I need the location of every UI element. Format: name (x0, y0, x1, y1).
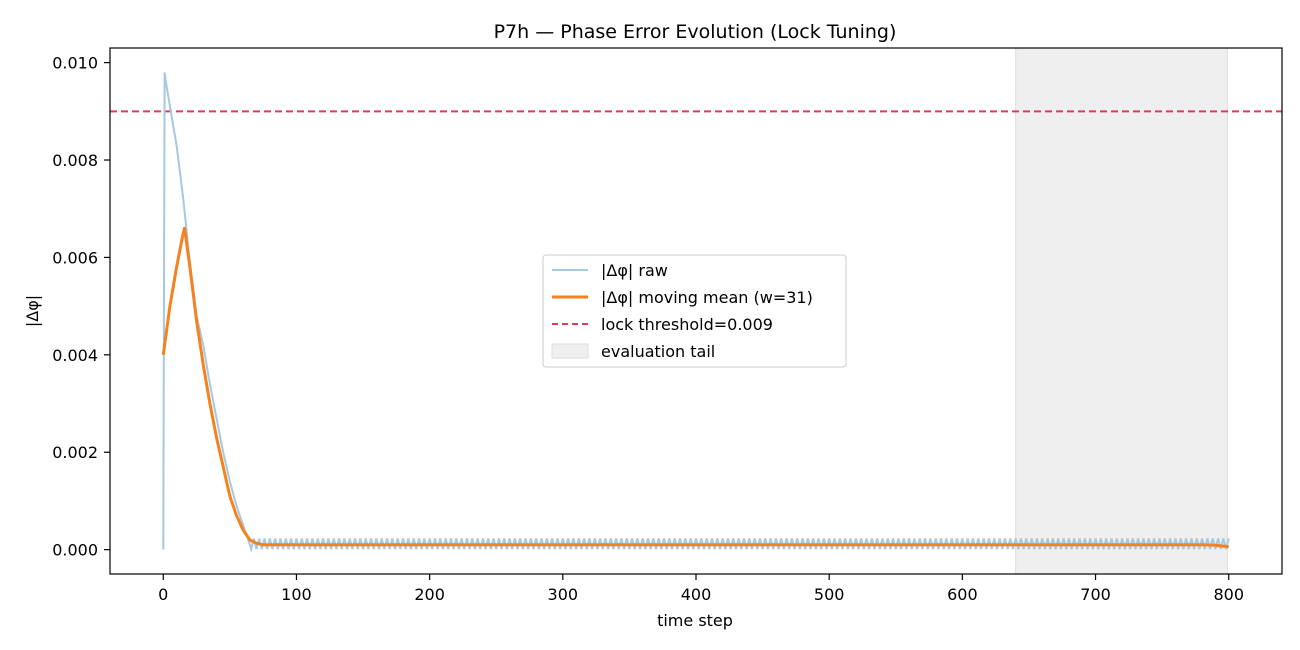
evaluation-tail-region (1015, 47, 1228, 575)
legend-label: evaluation tail (601, 342, 715, 361)
legend-swatch (551, 343, 589, 359)
y-tick-label: 0.006 (52, 248, 98, 267)
legend: |Δφ| raw |Δφ| moving mean (w=31) lock thre… (542, 254, 847, 368)
y-tick-label: 0.010 (52, 54, 98, 73)
x-axis-label: time step (657, 611, 733, 630)
x-tick-label: 0 (158, 585, 168, 604)
y-tick-label: 0.000 (52, 541, 98, 560)
y-tick-label: 0.002 (52, 443, 98, 462)
y-tick-label: 0.008 (52, 151, 98, 170)
plot-area: 0 100 200 300 400 500 600 700 800 0.000 0.002 0.004… (52, 47, 1283, 604)
y-tick-label: 0.004 (52, 346, 98, 365)
x-tick-label: 600 (947, 585, 978, 604)
legend-label: |Δφ| moving mean (w=31) (601, 288, 813, 307)
legend-label: |Δφ| raw (601, 261, 668, 280)
x-tick-label: 700 (1080, 585, 1111, 604)
x-tick-label: 300 (548, 585, 579, 604)
legend-box (542, 254, 847, 368)
x-tick-label: 400 (681, 585, 712, 604)
y-axis-label: |Δφ| (23, 295, 42, 327)
legend-label: lock threshold=0.009 (601, 315, 773, 334)
x-tick-label: 500 (814, 585, 845, 604)
x-tick-label: 200 (414, 585, 445, 604)
x-tick-label: 800 (1213, 585, 1244, 604)
chart-title: P7h — Phase Error Evolution (Lock Tuning… (494, 21, 897, 43)
x-tick-label: 100 (281, 585, 312, 604)
series-moving-mean-line (161, 226, 1229, 549)
